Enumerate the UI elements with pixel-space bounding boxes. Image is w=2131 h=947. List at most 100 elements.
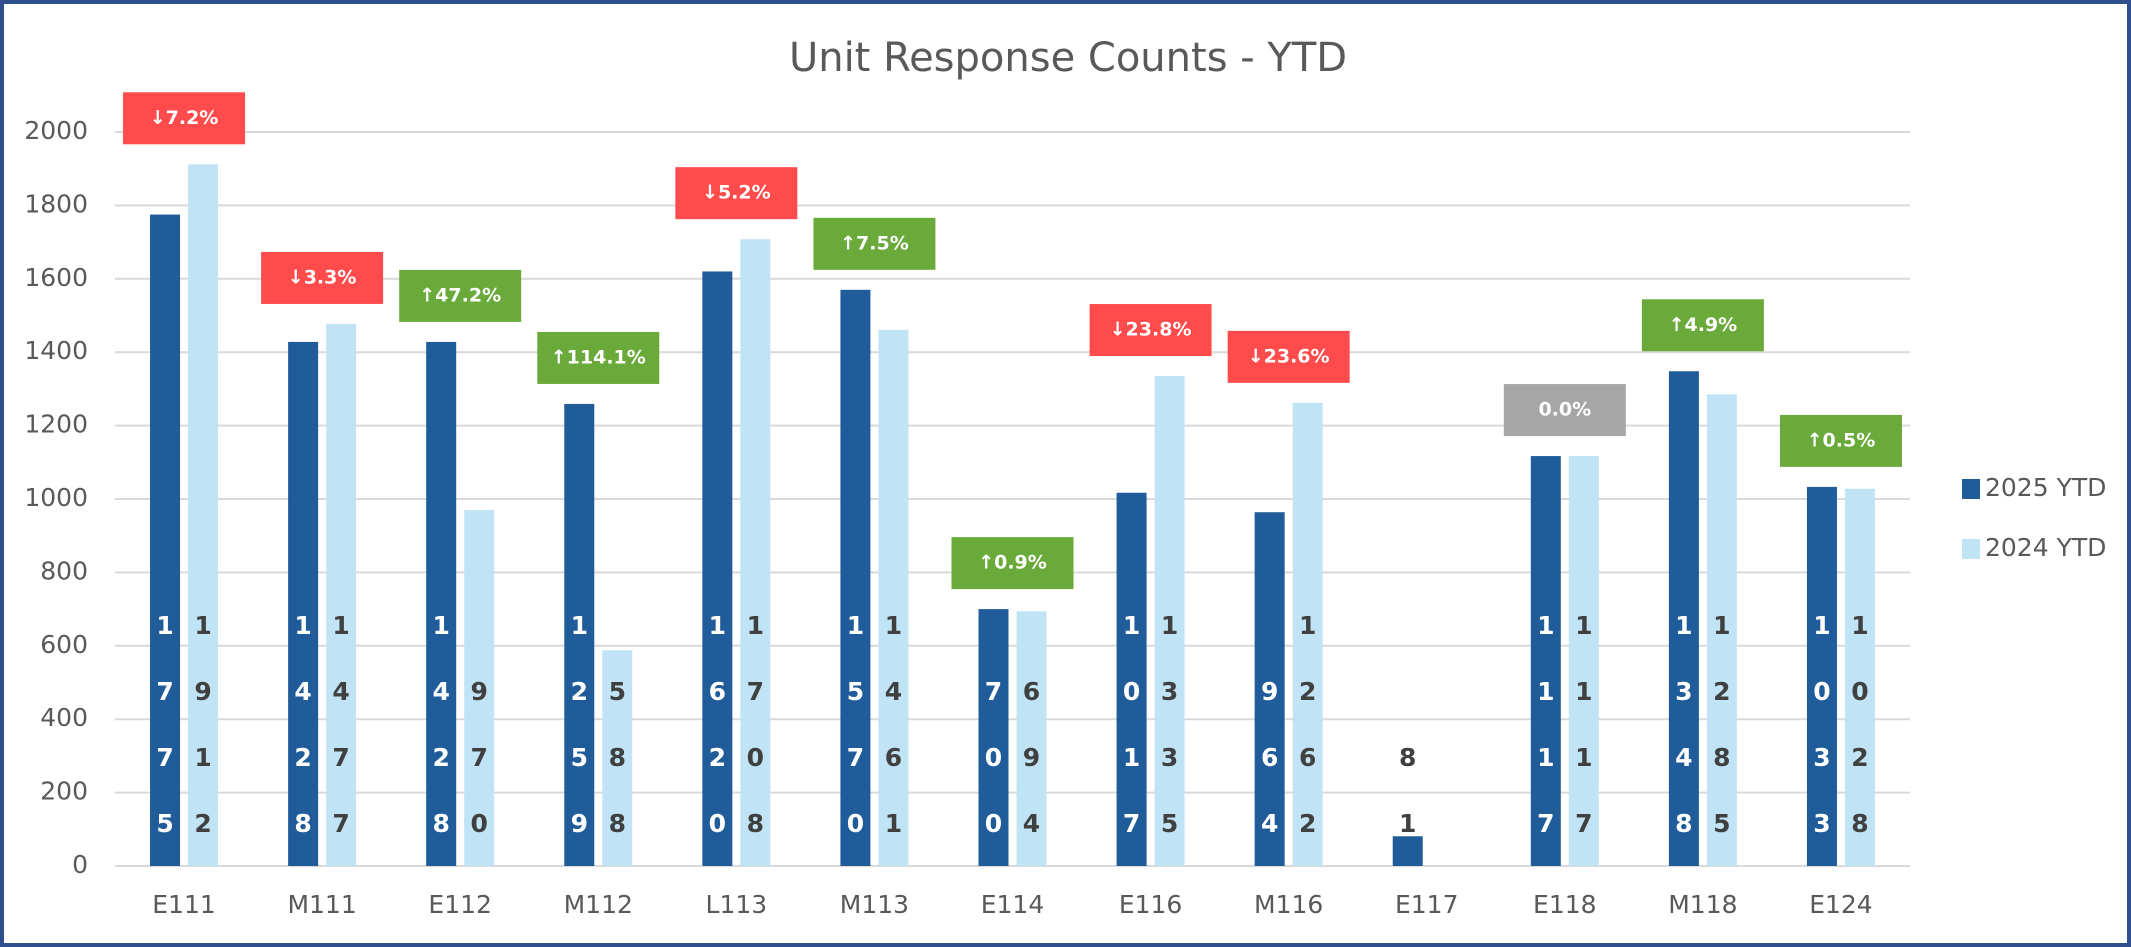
y-tick-label: 600 <box>40 630 88 659</box>
x-tick-label: M113 <box>840 890 909 919</box>
x-tick-label: L113 <box>706 890 768 919</box>
change-badge <box>123 92 246 145</box>
bar <box>702 271 733 867</box>
x-tick-label: M116 <box>1254 890 1323 919</box>
change-label: ↓23.8% <box>1110 319 1192 341</box>
change-badge <box>951 537 1074 590</box>
bar <box>1292 402 1323 866</box>
x-tick-label: E124 <box>1809 890 1873 919</box>
bar <box>840 289 871 866</box>
change-label: ↓3.3% <box>288 266 357 288</box>
legend-swatch <box>1962 539 1980 559</box>
y-tick-label: 1400 <box>24 336 88 365</box>
bar <box>1530 456 1561 866</box>
y-tick-label: 0 <box>72 850 88 879</box>
bar <box>1116 492 1147 866</box>
x-tick-label: E116 <box>1119 890 1183 919</box>
bar <box>1254 512 1285 866</box>
x-tick-label: E111 <box>152 890 216 919</box>
bar <box>1806 486 1837 866</box>
x-tick-label: E118 <box>1533 890 1597 919</box>
bar <box>150 214 181 866</box>
change-label: ↑114.1% <box>551 346 646 368</box>
bar <box>602 650 633 866</box>
change-label: ↑7.5% <box>840 232 909 254</box>
change-badge <box>1227 330 1350 383</box>
x-tick-label: M112 <box>564 890 633 919</box>
y-tick-label: 1200 <box>24 410 88 439</box>
change-label: ↑47.2% <box>419 284 501 306</box>
bar <box>1706 394 1737 866</box>
bar <box>426 341 457 866</box>
change-badge <box>537 331 660 384</box>
y-tick-label: 1800 <box>24 189 88 218</box>
bar <box>1392 836 1423 866</box>
change-badge <box>1503 384 1626 437</box>
bar <box>978 609 1009 866</box>
bar <box>564 403 595 866</box>
y-tick-label: 200 <box>40 777 88 806</box>
legend-label: 2024 YTD <box>1985 533 2106 562</box>
bar <box>878 329 909 866</box>
chart-title: Unit Response Counts - YTD <box>789 35 1347 81</box>
x-tick-label: E114 <box>981 890 1045 919</box>
bar <box>740 239 771 866</box>
bar <box>1016 611 1047 866</box>
bar <box>1154 376 1185 866</box>
bar <box>288 341 319 866</box>
x-tick-label: M118 <box>1668 890 1737 919</box>
bar <box>1844 488 1875 866</box>
change-badge <box>399 269 522 322</box>
legend-swatch <box>1962 479 1980 499</box>
y-tick-label: 1000 <box>24 483 88 512</box>
bar <box>188 164 219 866</box>
y-tick-label: 1600 <box>24 263 88 292</box>
change-label: ↑0.5% <box>1807 429 1876 451</box>
bar <box>1568 456 1599 866</box>
change-label: ↓5.2% <box>702 182 771 204</box>
x-tick-label: E117 <box>1395 890 1459 919</box>
change-badge <box>1089 304 1212 357</box>
change-badge <box>675 167 798 220</box>
legend-label: 2025 YTD <box>1985 473 2106 502</box>
change-label: ↑0.9% <box>978 552 1047 574</box>
change-label: 0.0% <box>1538 399 1591 421</box>
change-badge <box>1779 414 1902 467</box>
x-tick-label: M111 <box>287 890 356 919</box>
y-tick-label: 800 <box>40 556 88 585</box>
bar <box>464 510 495 866</box>
bar <box>1668 371 1699 866</box>
change-label: ↑4.9% <box>1669 314 1738 336</box>
y-tick-label: 400 <box>40 703 88 732</box>
y-tick-label: 2000 <box>24 116 88 145</box>
change-badge <box>261 251 384 304</box>
change-label: ↓7.2% <box>150 107 219 129</box>
bar <box>326 323 357 866</box>
change-badge <box>1641 299 1764 352</box>
